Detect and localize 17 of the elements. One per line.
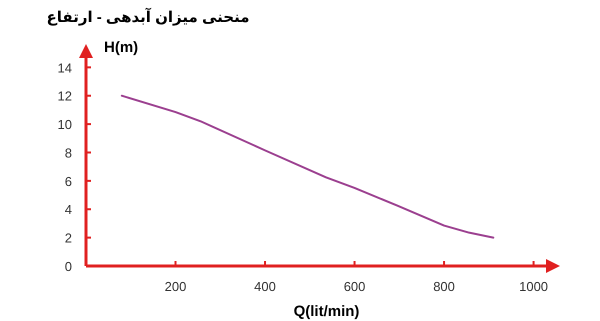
y-tick-label: 6 <box>64 174 72 189</box>
title: منحنی میزان آبدهی - ارتفاع <box>46 9 250 26</box>
x-tick-label: 1000 <box>519 279 548 294</box>
x-tick-label: 200 <box>164 279 186 294</box>
y-axis-title: H(m) <box>104 39 138 56</box>
line-series <box>120 94 494 239</box>
y-tick-label: 14 <box>58 60 72 76</box>
y-tick-label: 0 <box>64 259 72 274</box>
y-tick-label: 2 <box>64 230 72 246</box>
x-tick-label: 600 <box>344 279 366 294</box>
y-tick-label: 10 <box>58 117 72 132</box>
x-tick-label: 400 <box>254 279 276 294</box>
x-axis-title: Q(lit/min) <box>294 303 360 320</box>
y-tick-label: 4 <box>64 202 72 218</box>
x-tick-label: 800 <box>433 279 455 294</box>
y-tick-label: 8 <box>64 145 72 160</box>
y-tick-label: 12 <box>58 88 72 104</box>
